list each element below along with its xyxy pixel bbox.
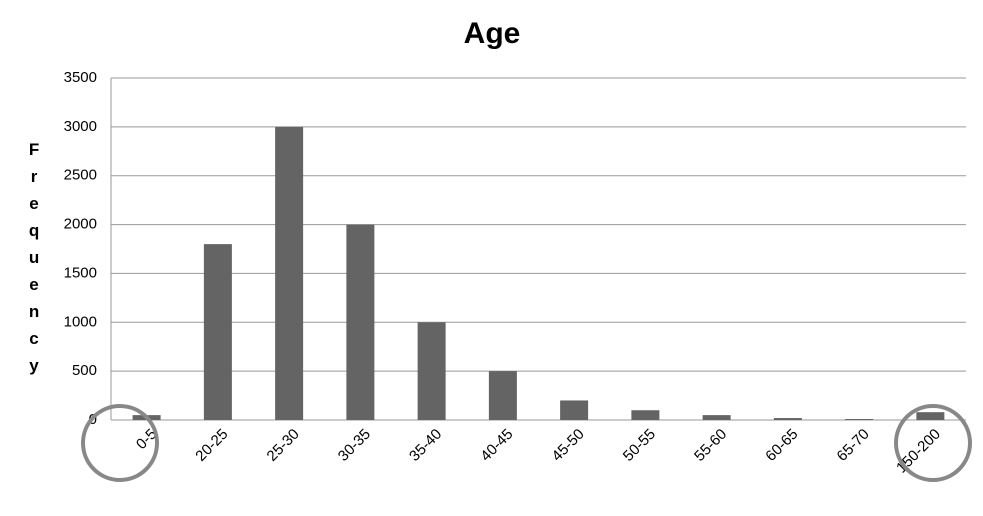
highlight-circle bbox=[81, 404, 159, 482]
y-tick-label: 3000 bbox=[64, 118, 97, 135]
x-tick-label: 40-45 bbox=[477, 426, 516, 465]
x-tick-label: 150-200 bbox=[893, 426, 944, 477]
bar bbox=[916, 412, 945, 420]
chart-title: Age bbox=[464, 17, 521, 50]
highlight-circle bbox=[894, 404, 972, 482]
y-tick-label: 1000 bbox=[64, 313, 97, 330]
y-tick-label: 2000 bbox=[64, 216, 97, 233]
bar bbox=[631, 410, 660, 420]
bar bbox=[702, 415, 731, 420]
y-tick-label: 2500 bbox=[64, 167, 97, 184]
x-tick-label: 50-55 bbox=[620, 426, 659, 465]
x-tick-label: 65-70 bbox=[834, 426, 873, 465]
y-tick-label: 1500 bbox=[64, 264, 97, 281]
bar bbox=[488, 371, 517, 420]
x-tick-label: 25-30 bbox=[264, 426, 303, 465]
x-tick-label: 35-40 bbox=[406, 426, 445, 465]
x-tick-label: 60-65 bbox=[762, 426, 801, 465]
x-tick-label: 20-25 bbox=[192, 426, 231, 465]
bar bbox=[346, 224, 375, 420]
bar bbox=[773, 418, 802, 420]
x-tick-label: 30-35 bbox=[335, 426, 374, 465]
y-tick-label: 500 bbox=[72, 362, 97, 379]
bar bbox=[417, 322, 446, 420]
bar bbox=[203, 244, 232, 420]
y-tick-label: 3500 bbox=[64, 69, 97, 86]
bar bbox=[845, 419, 874, 420]
x-tick-label: 55-60 bbox=[691, 426, 730, 465]
y-axis-label: Frequency bbox=[25, 140, 44, 383]
bar bbox=[275, 126, 304, 420]
x-tick-label: 45-50 bbox=[549, 426, 588, 465]
bar bbox=[560, 400, 589, 420]
